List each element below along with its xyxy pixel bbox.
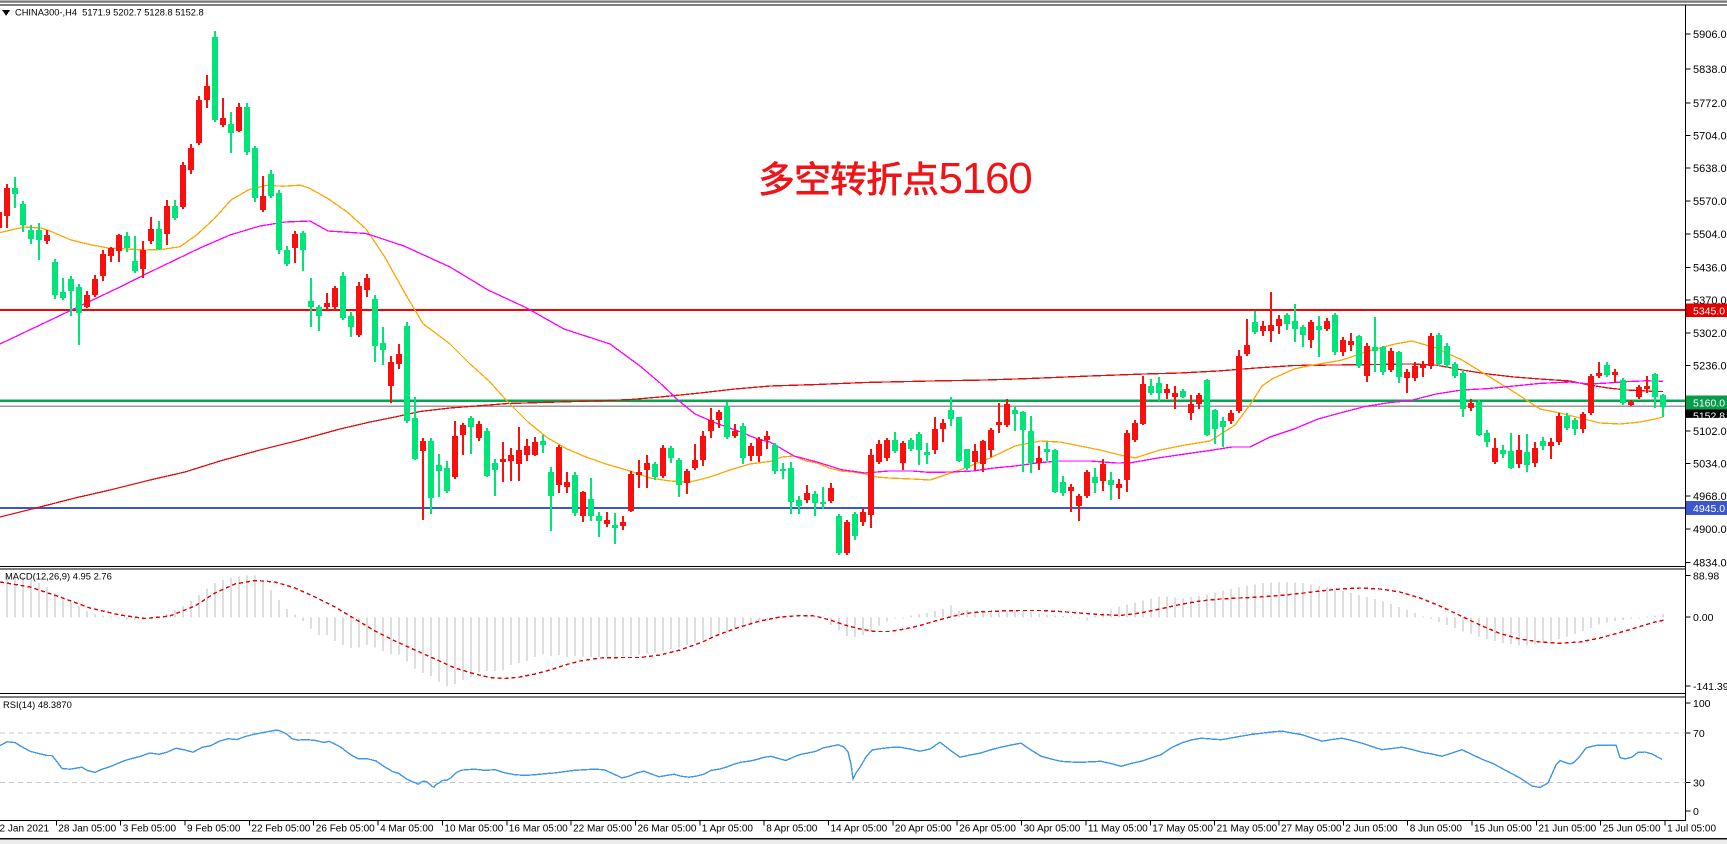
svg-text:RSI(14) 48.3870: RSI(14) 48.3870 [3, 699, 72, 710]
svg-text:4968.0: 4968.0 [1693, 491, 1727, 503]
svg-text:0: 0 [1693, 806, 1699, 818]
svg-text:30: 30 [1693, 777, 1705, 789]
svg-text:1 Jul 05:00: 1 Jul 05:00 [1667, 824, 1716, 835]
svg-text:28 Jan 05:00: 28 Jan 05:00 [58, 824, 116, 835]
svg-text:5160.0: 5160.0 [1693, 397, 1725, 409]
svg-text:5906.0: 5906.0 [1693, 29, 1727, 41]
svg-text:5638.0: 5638.0 [1693, 163, 1727, 175]
svg-text:5838.0: 5838.0 [1693, 64, 1727, 76]
svg-text:3 Feb 05:00: 3 Feb 05:00 [123, 824, 177, 835]
svg-text:21 May 05:00: 21 May 05:00 [1217, 824, 1278, 835]
svg-text:70: 70 [1693, 728, 1705, 740]
svg-text:5236.0: 5236.0 [1693, 361, 1727, 373]
svg-text:5302.0: 5302.0 [1693, 328, 1727, 340]
svg-text:15 Jun 05:00: 15 Jun 05:00 [1474, 824, 1532, 835]
svg-text:5704.0: 5704.0 [1693, 131, 1727, 143]
svg-text:14 Apr 05:00: 14 Apr 05:00 [831, 824, 888, 835]
svg-text:5152.8: 5152.8 [1693, 411, 1725, 423]
svg-text:-141.39: -141.39 [1693, 681, 1727, 693]
svg-text:5570.0: 5570.0 [1693, 196, 1727, 208]
svg-text:22 Feb 05:00: 22 Feb 05:00 [251, 824, 310, 835]
svg-text:8 Apr 05:00: 8 Apr 05:00 [766, 824, 818, 835]
svg-text:4834.0: 4834.0 [1693, 558, 1727, 570]
svg-text:MACD(12,26,9) 4.95 2.76: MACD(12,26,9) 4.95 2.76 [5, 571, 112, 582]
svg-text:27 May 05:00: 27 May 05:00 [1281, 824, 1342, 835]
svg-text:5504.0: 5504.0 [1693, 229, 1727, 241]
svg-text:4945.0: 4945.0 [1693, 503, 1725, 515]
svg-text:2 Jun 05:00: 2 Jun 05:00 [1345, 824, 1398, 835]
svg-text:9 Feb 05:00: 9 Feb 05:00 [187, 824, 241, 835]
svg-text:20 Apr 05:00: 20 Apr 05:00 [895, 824, 952, 835]
svg-text:26 Mar 05:00: 26 Mar 05:00 [638, 824, 697, 835]
svg-text:17 May 05:00: 17 May 05:00 [1152, 824, 1213, 835]
svg-text:5772.0: 5772.0 [1693, 98, 1727, 110]
svg-text:5102.0: 5102.0 [1693, 426, 1727, 438]
svg-text:21 Jun 05:00: 21 Jun 05:00 [1538, 824, 1596, 835]
svg-text:10 Mar 05:00: 10 Mar 05:00 [444, 824, 503, 835]
svg-text:5436.0: 5436.0 [1693, 263, 1727, 275]
svg-text:22 Jan 2021: 22 Jan 2021 [0, 824, 49, 835]
svg-text:100: 100 [1693, 698, 1711, 710]
svg-text:1 Apr 05:00: 1 Apr 05:00 [702, 824, 754, 835]
svg-text:16 Mar 05:00: 16 Mar 05:00 [509, 824, 568, 835]
svg-text:8 Jun 05:00: 8 Jun 05:00 [1410, 824, 1463, 835]
svg-text:26 Apr 05:00: 26 Apr 05:00 [959, 824, 1016, 835]
svg-text:4900.0: 4900.0 [1693, 524, 1727, 536]
svg-text:4 Mar 05:00: 4 Mar 05:00 [380, 824, 434, 835]
svg-text:22 Mar 05:00: 22 Mar 05:00 [573, 824, 632, 835]
svg-text:26 Feb 05:00: 26 Feb 05:00 [316, 824, 375, 835]
svg-text:25 Jun 05:00: 25 Jun 05:00 [1603, 824, 1661, 835]
svg-text:CHINA300-,H4 5171.9 5202.7 51: CHINA300-,H4 5171.9 5202.7 5128.8 5152.8 [15, 7, 204, 17]
svg-text:11 May 05:00: 11 May 05:00 [1088, 824, 1148, 835]
svg-text:5345.0: 5345.0 [1693, 305, 1725, 317]
svg-text:0.00: 0.00 [1693, 612, 1714, 624]
svg-text:5160: 5160 [939, 154, 1032, 203]
svg-text:30 Apr 05:00: 30 Apr 05:00 [1024, 824, 1081, 835]
svg-text:5034.0: 5034.0 [1693, 459, 1727, 471]
svg-text:88.98: 88.98 [1693, 571, 1719, 583]
